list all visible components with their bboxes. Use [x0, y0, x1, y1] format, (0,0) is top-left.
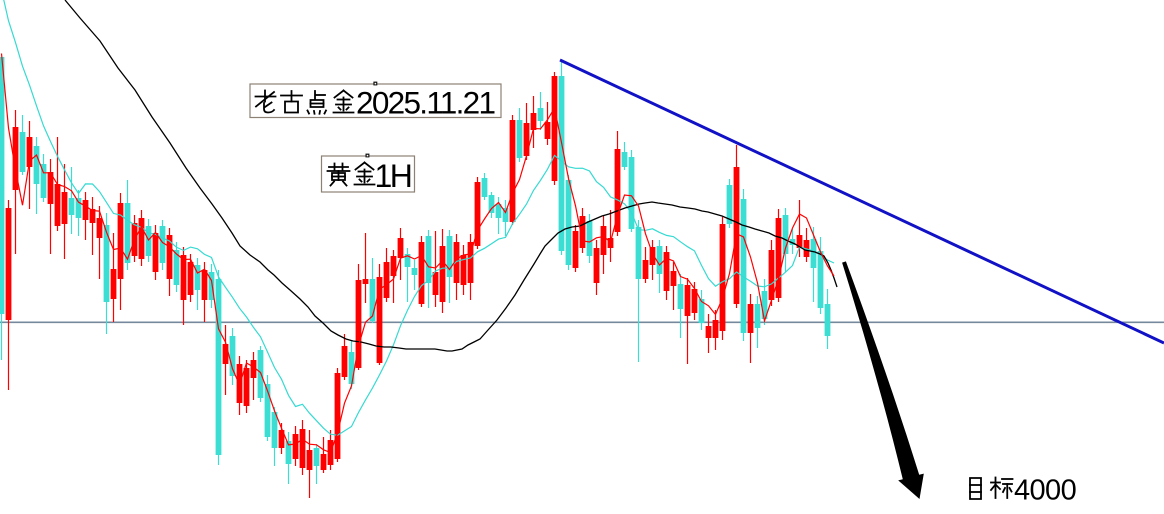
svg-text:4000: 4000	[1014, 475, 1076, 507]
svg-text:2025.11.21: 2025.11.21	[356, 85, 494, 121]
svg-text:1H: 1H	[375, 158, 411, 194]
